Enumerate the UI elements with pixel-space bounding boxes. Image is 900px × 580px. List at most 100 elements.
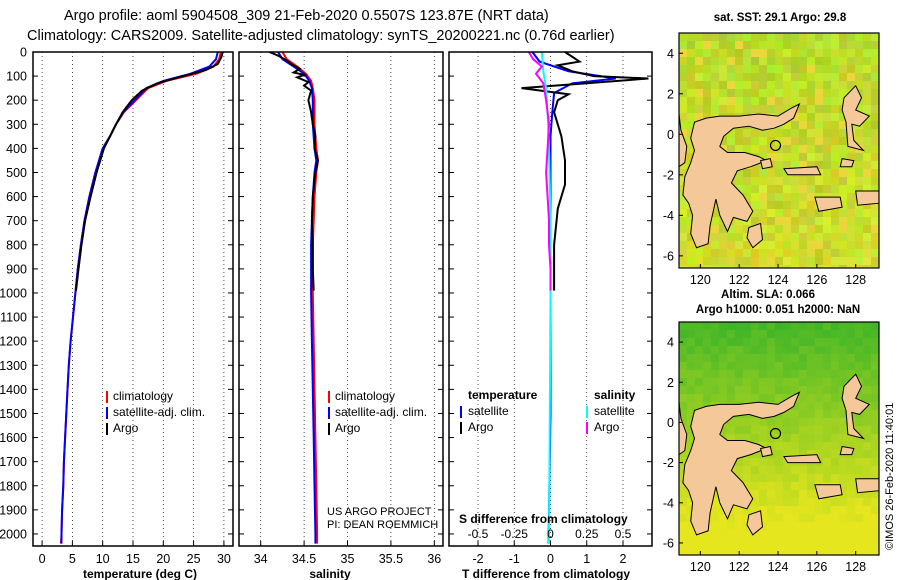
sea-cell [767, 41, 775, 49]
land-mass [682, 391, 801, 536]
sst-map-title: sat. SST: 29.1 Argo: 29.8 [714, 12, 847, 24]
sea-cell [815, 338, 823, 346]
sea-cell [751, 490, 759, 498]
sea-cell [711, 49, 719, 57]
x-tick-label: 30 [217, 552, 231, 566]
sea-cell [799, 490, 807, 498]
sea-cell [743, 474, 751, 482]
sea-cell [775, 330, 783, 338]
sea-cell [783, 81, 791, 89]
sea-cell [831, 217, 839, 225]
sea-cell [807, 530, 815, 538]
sea-cell [703, 330, 711, 338]
sea-cell [735, 338, 743, 346]
sea-cell [703, 81, 711, 89]
sea-cell [815, 386, 823, 394]
sea-cell [783, 514, 791, 522]
sea-cell [791, 201, 799, 209]
sea-cell [783, 41, 791, 49]
y-tick-label: 300 [6, 118, 27, 132]
sea-cell [679, 354, 687, 362]
sea-cell [839, 65, 847, 73]
sea-cell [855, 474, 863, 482]
sea-cell [735, 434, 743, 442]
sea-cell [703, 354, 711, 362]
sea-cell [791, 522, 799, 530]
sea-cell [695, 322, 703, 330]
sea-cell [863, 225, 871, 233]
sea-cell [775, 193, 783, 201]
sea-cell [815, 241, 823, 249]
sea-cell [855, 418, 863, 426]
sea-cell [807, 57, 815, 65]
sea-cell [815, 330, 823, 338]
sea-cell [831, 185, 839, 193]
sea-cell [863, 370, 871, 378]
sea-cell [679, 514, 687, 522]
sea-cell [751, 434, 759, 442]
sea-cell [767, 257, 775, 265]
sea-cell [855, 241, 863, 249]
sea-cell [759, 257, 767, 265]
sea-cell [743, 418, 751, 426]
header-line-2: Climatology: CARS2009. Satellite-adjuste… [27, 28, 615, 44]
sea-cell [679, 65, 687, 73]
sea-cell [719, 73, 727, 81]
sea-cell [679, 402, 687, 410]
sea-cell [751, 57, 759, 65]
sea-cell [695, 538, 703, 546]
y-tick-label: 1200 [0, 335, 27, 349]
sea-cell [775, 161, 783, 169]
sea-cell [815, 466, 823, 474]
sea-cell [791, 418, 799, 426]
sea-cell [791, 466, 799, 474]
x-tick-label: 35 [341, 552, 355, 566]
sea-cell [847, 177, 855, 185]
sea-cell [759, 538, 767, 546]
sea-cell [751, 498, 759, 506]
sea-cell [759, 145, 767, 153]
sea-cell [719, 346, 727, 354]
sea-cell [823, 410, 831, 418]
sea-cell [847, 522, 855, 530]
sea-cell [687, 73, 695, 81]
sea-cell [807, 113, 815, 121]
sea-cell [695, 330, 703, 338]
sea-cell [823, 394, 831, 402]
sea-cell [815, 249, 823, 257]
y-tick-label: 1300 [0, 359, 27, 373]
sea-cell [679, 546, 687, 554]
sea-cell [719, 530, 727, 538]
sea-cell [759, 225, 767, 233]
sea-cell [791, 153, 799, 161]
sea-cell [815, 538, 823, 546]
sea-cell [807, 97, 815, 105]
sea-cell [839, 137, 847, 145]
sea-cell [823, 225, 831, 233]
sea-cell [703, 546, 711, 554]
plot-frame [238, 51, 444, 547]
sea-cell [711, 33, 719, 41]
sea-cell [823, 458, 831, 466]
sea-cell [783, 129, 791, 137]
sea-cell [863, 57, 871, 65]
sea-cell [871, 490, 879, 498]
sea-cell [807, 482, 815, 490]
sea-cell [863, 177, 871, 185]
sea-cell [711, 514, 719, 522]
sea-cell [679, 522, 687, 530]
sea-cell [871, 506, 879, 514]
sea-cell [871, 145, 879, 153]
sea-cell [775, 370, 783, 378]
sea-cell [687, 145, 695, 153]
sea-cell [751, 41, 759, 49]
sea-cell [687, 362, 695, 370]
map-frame [678, 32, 880, 269]
sea-cell [767, 442, 775, 450]
legend-label: Argo [113, 421, 139, 435]
sea-cell [831, 49, 839, 57]
sea-cell [791, 217, 799, 225]
sea-cell [839, 185, 847, 193]
map-y-tick-label: -4 [663, 496, 674, 510]
sea-cell [687, 105, 695, 113]
